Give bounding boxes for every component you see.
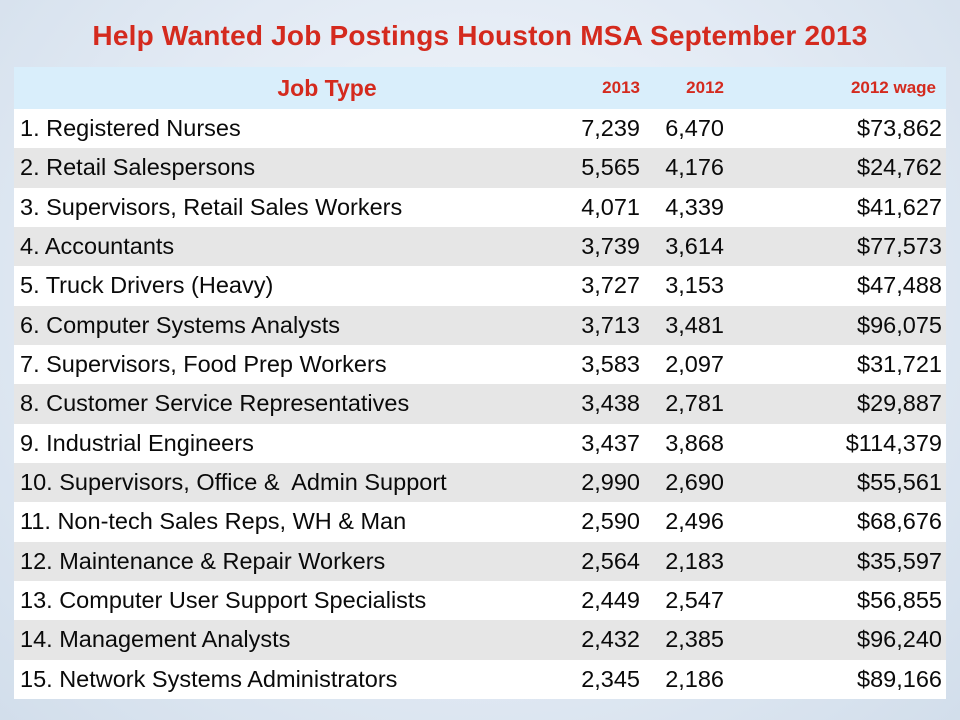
wage-2012-cell: $31,721 — [730, 344, 946, 385]
postings-2012-cell: 2,690 — [646, 462, 730, 503]
table-row: 3. Supervisors, Retail Sales Workers 4,0… — [14, 187, 946, 227]
wage-2012-cell: $29,887 — [730, 384, 946, 424]
postings-2012-cell: 4,176 — [646, 148, 730, 188]
table-row: 11. Non-tech Sales Reps, WH & Man 2,590 … — [14, 502, 946, 542]
postings-2013-cell: 7,239 — [562, 109, 646, 149]
postings-2013-cell: 3,583 — [562, 344, 646, 385]
table-row: 2. Retail Salespersons 5,565 4,176 $24,7… — [14, 148, 946, 188]
job-type-cell: 5. Truck Drivers (Heavy) — [14, 266, 562, 306]
postings-2012-cell: 2,781 — [646, 384, 730, 424]
wage-2012-cell: $114,379 — [730, 423, 946, 463]
wage-2012-cell: $73,862 — [730, 109, 946, 149]
table-row: 9. Industrial Engineers 3,437 3,868 $114… — [14, 423, 946, 463]
postings-2012-cell: 4,339 — [646, 187, 730, 227]
job-type-cell: 3. Supervisors, Retail Sales Workers — [14, 187, 562, 227]
postings-2013-cell: 2,990 — [562, 462, 646, 503]
postings-2013-cell: 3,438 — [562, 384, 646, 424]
table-row: 1. Registered Nurses 7,239 6,470 $73,862 — [14, 109, 946, 149]
wage-2012-cell: $56,855 — [730, 580, 946, 621]
job-type-cell: 9. Industrial Engineers — [14, 423, 562, 463]
job-type-cell: 7. Supervisors, Food Prep Workers — [14, 344, 562, 385]
wage-2012-cell: $96,240 — [730, 620, 946, 660]
postings-2012-cell: 2,547 — [646, 580, 730, 621]
table-row: 15. Network Systems Administrators 2,345… — [14, 659, 946, 699]
postings-2013-cell: 3,739 — [562, 226, 646, 267]
wage-2012-cell: $35,597 — [730, 541, 946, 581]
table-row: 5. Truck Drivers (Heavy) 3,727 3,153 $47… — [14, 266, 946, 306]
slide-title: Help Wanted Job Postings Houston MSA Sep… — [92, 20, 868, 51]
postings-2013-cell: 2,345 — [562, 659, 646, 699]
job-postings-table: Job Type 2013 2012 2012 wage 1. Register… — [14, 67, 946, 699]
postings-2013-cell: 3,437 — [562, 423, 646, 463]
table-header-row: Job Type 2013 2012 2012 wage — [14, 67, 946, 109]
table-row: 10. Supervisors, Office & Admin Support … — [14, 462, 946, 503]
postings-2013-cell: 3,727 — [562, 266, 646, 306]
job-type-cell: 14. Management Analysts — [14, 620, 562, 660]
postings-2012-cell: 2,186 — [646, 659, 730, 699]
postings-2012-cell: 3,481 — [646, 305, 730, 345]
job-type-cell: 2. Retail Salespersons — [14, 148, 562, 188]
table-row: 12. Maintenance & Repair Workers 2,564 2… — [14, 541, 946, 581]
wage-2012-cell: $68,676 — [730, 502, 946, 542]
wage-2012-cell: $77,573 — [730, 226, 946, 267]
postings-2013-cell: 2,564 — [562, 541, 646, 581]
postings-2012-cell: 3,868 — [646, 423, 730, 463]
table-row: 4. Accountants 3,739 3,614 $77,573 — [14, 226, 946, 267]
postings-2012-cell: 3,614 — [646, 226, 730, 267]
job-type-cell: 6. Computer Systems Analysts — [14, 305, 562, 345]
job-type-cell: 13. Computer User Support Specialists — [14, 580, 562, 621]
wage-2012-cell: $55,561 — [730, 462, 946, 503]
table-row: 7. Supervisors, Food Prep Workers 3,583 … — [14, 344, 946, 385]
wage-2012-cell: $41,627 — [730, 187, 946, 227]
table-row: 6. Computer Systems Analysts 3,713 3,481… — [14, 305, 946, 345]
header-2012: 2012 — [646, 67, 730, 109]
postings-2012-cell: 2,183 — [646, 541, 730, 581]
job-type-cell: 15. Network Systems Administrators — [14, 659, 562, 699]
job-type-cell: 4. Accountants — [14, 226, 562, 267]
job-type-cell: 1. Registered Nurses — [14, 109, 562, 149]
postings-2012-cell: 6,470 — [646, 109, 730, 149]
postings-2013-cell: 5,565 — [562, 148, 646, 188]
wage-2012-cell: $24,762 — [730, 148, 946, 188]
wage-2012-cell: $89,166 — [730, 659, 946, 699]
postings-2012-cell: 2,496 — [646, 502, 730, 542]
table-row: 14. Management Analysts 2,432 2,385 $96,… — [14, 620, 946, 660]
header-2012-wage: 2012 wage — [730, 67, 946, 109]
header-2013: 2013 — [562, 67, 646, 109]
postings-2013-cell: 3,713 — [562, 305, 646, 345]
wage-2012-cell: $47,488 — [730, 266, 946, 306]
postings-2013-cell: 2,432 — [562, 620, 646, 660]
postings-2012-cell: 3,153 — [646, 266, 730, 306]
job-type-cell: 11. Non-tech Sales Reps, WH & Man — [14, 502, 562, 542]
postings-2012-cell: 2,385 — [646, 620, 730, 660]
wage-2012-cell: $96,075 — [730, 305, 946, 345]
postings-2012-cell: 2,097 — [646, 344, 730, 385]
postings-2013-cell: 2,590 — [562, 502, 646, 542]
table-row: 8. Customer Service Representatives 3,43… — [14, 384, 946, 424]
postings-2013-cell: 4,071 — [562, 187, 646, 227]
header-job-type: Job Type — [14, 67, 562, 109]
job-type-cell: 12. Maintenance & Repair Workers — [14, 541, 562, 581]
table-row: 13. Computer User Support Specialists 2,… — [14, 580, 946, 621]
postings-2013-cell: 2,449 — [562, 580, 646, 621]
job-type-cell: 10. Supervisors, Office & Admin Support — [14, 462, 562, 503]
job-type-cell: 8. Customer Service Representatives — [14, 384, 562, 424]
